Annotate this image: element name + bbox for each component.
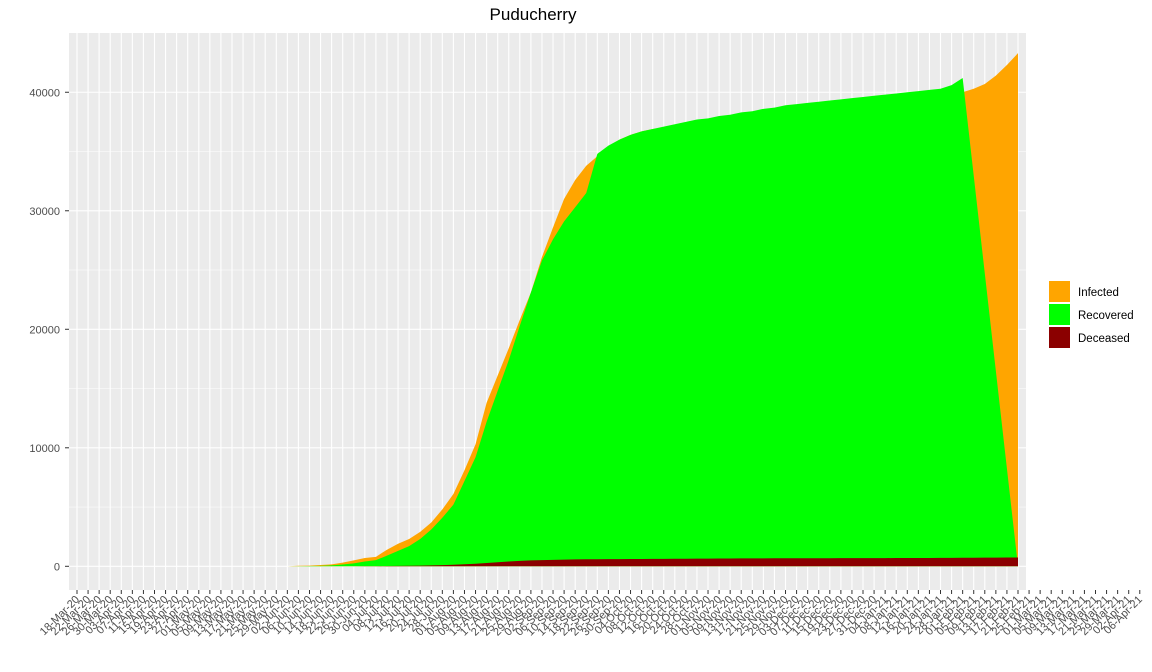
chart-title: Puducherry [490,5,577,24]
legend-label-deceased: Deceased [1078,333,1130,345]
legend-key-recovered [1049,304,1070,325]
legend-key-deceased [1049,327,1070,348]
legend-key-infected [1049,281,1070,302]
legend-label-recovered: Recovered [1078,310,1134,322]
area-recovered [77,78,1018,567]
legend: Infected Recovered Deceased [1049,281,1134,348]
y-tick-label: 30000 [29,206,60,218]
legend-label-infected: Infected [1078,287,1119,299]
area-deceased [77,557,1018,567]
y-tick-label: 0 [54,561,60,573]
area-series [77,53,1018,567]
y-tick-label: 10000 [29,443,60,455]
y-axis: 0 10000 20000 30000 40000 [29,87,69,573]
y-tick-label: 20000 [29,324,60,336]
y-tick-label: 40000 [29,87,60,99]
x-axis: 18-Mar-2022-Mar-2026-Mar-2030-Mar-2003-A… [38,590,1145,639]
